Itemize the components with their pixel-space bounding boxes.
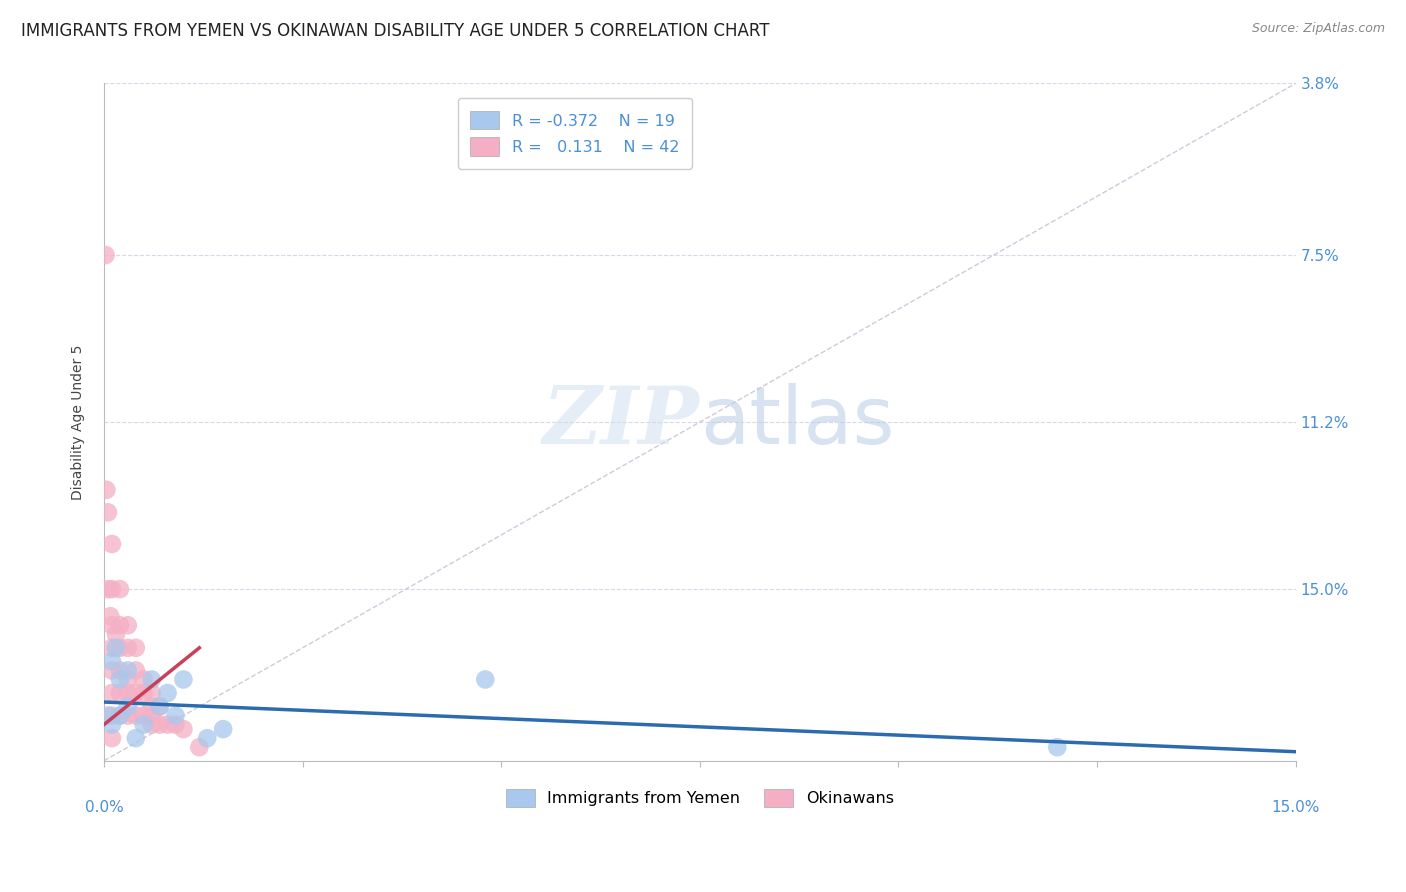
Point: [132, 708, 155, 723]
Point: [108, 618, 131, 632]
Point: [212, 722, 235, 736]
Text: 0.0%: 0.0%: [84, 799, 124, 814]
Text: atlas: atlas: [700, 383, 894, 461]
Point: [108, 673, 131, 687]
Point: [474, 673, 496, 687]
Point: [101, 717, 124, 731]
Point: [117, 618, 139, 632]
Point: [101, 731, 124, 746]
Point: [125, 686, 148, 700]
Point: [104, 627, 127, 641]
Point: [195, 731, 218, 746]
Point: [1046, 740, 1069, 755]
Point: [156, 717, 179, 731]
Point: [101, 664, 124, 678]
Point: [125, 708, 148, 723]
Point: [97, 582, 120, 596]
Point: [125, 664, 148, 678]
Point: [108, 708, 131, 723]
Point: [104, 640, 127, 655]
Point: [101, 686, 124, 700]
Text: IMMIGRANTS FROM YEMEN VS OKINAWAN DISABILITY AGE UNDER 5 CORRELATION CHART: IMMIGRANTS FROM YEMEN VS OKINAWAN DISABI…: [21, 22, 769, 40]
Point: [117, 708, 139, 723]
Point: [172, 673, 194, 687]
Point: [97, 708, 120, 723]
Point: [125, 640, 148, 655]
Point: [117, 673, 139, 687]
Text: Source: ZipAtlas.com: Source: ZipAtlas.com: [1251, 22, 1385, 36]
Point: [156, 686, 179, 700]
Legend: Immigrants from Yemen, Okinawans: Immigrants from Yemen, Okinawans: [499, 782, 900, 814]
Point: [94, 248, 117, 262]
Point: [117, 664, 139, 678]
Point: [108, 686, 131, 700]
Point: [101, 618, 124, 632]
Point: [108, 582, 131, 596]
Point: [101, 537, 124, 551]
Point: [141, 673, 163, 687]
Point: [96, 483, 118, 497]
Point: [101, 582, 124, 596]
Point: [117, 640, 139, 655]
Text: ZIP: ZIP: [543, 384, 700, 461]
Point: [165, 708, 187, 723]
Point: [132, 686, 155, 700]
Text: 15.0%: 15.0%: [1271, 799, 1320, 814]
Point: [101, 708, 124, 723]
Point: [149, 717, 172, 731]
Point: [141, 686, 163, 700]
Point: [98, 609, 121, 624]
Point: [172, 722, 194, 736]
Point: [149, 699, 172, 714]
Point: [141, 699, 163, 714]
Point: [117, 686, 139, 700]
Point: [165, 717, 187, 731]
Point: [108, 708, 131, 723]
Point: [141, 717, 163, 731]
Point: [125, 731, 148, 746]
Point: [108, 664, 131, 678]
Point: [108, 640, 131, 655]
Point: [101, 654, 124, 668]
Point: [132, 673, 155, 687]
Y-axis label: Disability Age Under 5: Disability Age Under 5: [72, 344, 86, 500]
Point: [149, 699, 172, 714]
Point: [132, 717, 155, 731]
Point: [97, 505, 120, 519]
Point: [117, 699, 139, 714]
Point: [188, 740, 211, 755]
Point: [101, 640, 124, 655]
Point: [141, 708, 163, 723]
